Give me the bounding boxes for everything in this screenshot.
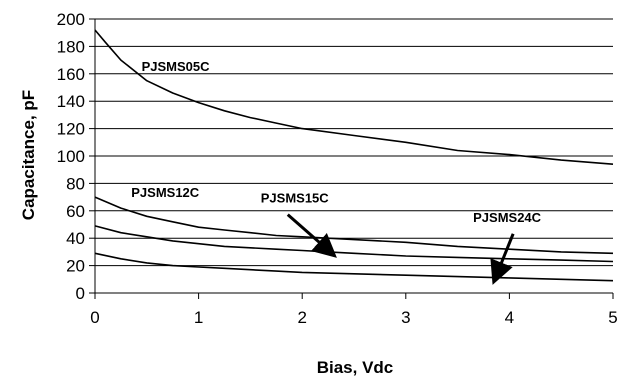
x-tick-label: 3: [401, 308, 410, 327]
series-label-pjsms15c: PJSMS15C: [261, 191, 330, 206]
arrow-pjsms24c: [490, 233, 515, 285]
y-tick-label: 140: [57, 92, 85, 111]
y-tick-label: 160: [57, 65, 85, 84]
series-line-pjsms15c: [94, 225, 614, 263]
x-axis-title: Bias, Vdc: [317, 358, 394, 377]
tick-labels: 0 20 40 60 80 100 120 140 160 180 200 0 1 2 3 4 5: [57, 10, 618, 327]
series-line-pjsms12c: [94, 196, 614, 255]
y-tick-label: 180: [57, 37, 85, 56]
y-axis-title: Capacitance, pF: [19, 90, 38, 220]
y-tick-label: 200: [57, 10, 85, 29]
series-label-pjsms24c: PJSMS24C: [473, 210, 542, 225]
arrow-pjsms15c: [286, 213, 337, 258]
y-tick-label: 60: [66, 202, 85, 221]
y-tick-label: 100: [57, 147, 85, 166]
y-tick-label: 0: [76, 284, 85, 303]
x-tick-label: 1: [194, 308, 203, 327]
x-tick-label: 5: [608, 308, 617, 327]
x-tick-label: 2: [297, 308, 306, 327]
series-line-pjsms24c: [94, 252, 614, 282]
series-label-pjsms12c: PJSMS12C: [131, 185, 200, 200]
x-tick-label: 0: [90, 308, 99, 327]
y-tick-label: 80: [66, 174, 85, 193]
series-line-pjsms05c: [94, 29, 614, 165]
y-tick-label: 20: [66, 257, 85, 276]
x-tick-label: 4: [505, 308, 514, 327]
series-label-pjsms05c: PJSMS05C: [142, 59, 211, 74]
y-tick-label: 120: [57, 120, 85, 139]
annotations: PJSMS05C PJSMS12C PJSMS15C PJSMS24C: [131, 59, 542, 285]
axes: [89, 18, 614, 299]
y-tick-label: 40: [66, 229, 85, 248]
